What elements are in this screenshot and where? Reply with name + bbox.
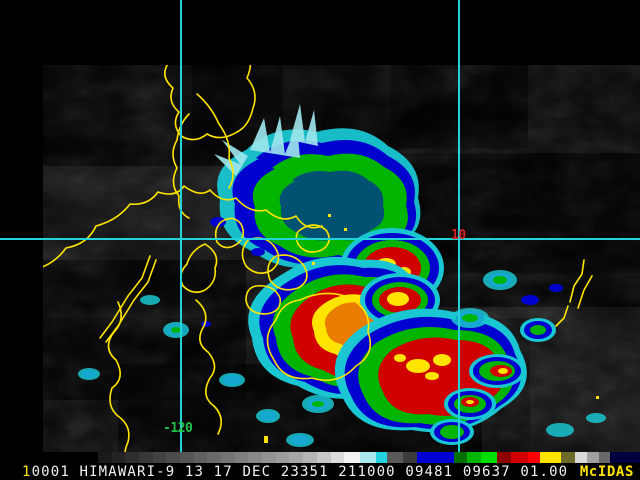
annotation-time-utc: 211000 — [338, 464, 396, 480]
colorbar-segment-cyan — [375, 452, 388, 463]
image-annotation-text: 10001 HIMAWARI-9 13 17 DEC 23351 211000 … — [22, 464, 568, 480]
colorbar-segment-gray-ramp — [344, 452, 360, 463]
colorbar-segment-gray-ramp — [97, 452, 112, 463]
grid-line-vertical-east — [458, 0, 460, 452]
convective-cell-small-c — [430, 419, 474, 445]
colorbar-segment-white-ramp — [598, 452, 611, 463]
annotation-line-coord: 09481 — [405, 464, 454, 480]
colorbar-segment-red-br — [528, 452, 540, 463]
annotation-day: 17 — [213, 464, 233, 480]
colorbar-segment-gray-ramp — [138, 452, 153, 463]
colorbar-segment-gray-ramp — [234, 452, 249, 463]
annotation-julian-date: 23351 — [280, 464, 329, 480]
convective-cell-small-a — [469, 354, 525, 388]
colorbar-segment-navy — [610, 452, 640, 463]
coastline-overlay — [43, 65, 593, 452]
annotation-bar: 10001 HIMAWARI-9 13 17 DEC 23351 211000 … — [0, 463, 640, 480]
grid-line-horizontal-10n — [0, 238, 640, 240]
convective-cell-small-b — [444, 388, 496, 420]
scattered-cells-core — [171, 276, 507, 407]
grid-label-longitude-120: -120 — [163, 421, 193, 436]
colorbar-segment-gray-ramp — [248, 452, 263, 463]
colorbar-segment-cyan-light — [359, 452, 376, 463]
colorbar-segment-gray-ramp — [316, 452, 331, 463]
annotation-band: 13 — [184, 464, 205, 480]
colorbar-segment-gray-dark — [402, 452, 417, 463]
cirrus-plume — [214, 104, 318, 176]
colorbar-segment-red-dark — [496, 452, 511, 463]
annotation-element-coord: 09637 — [462, 464, 511, 480]
colorbar-segment-white-ramp — [575, 452, 587, 463]
annotation-month: DEC — [242, 464, 272, 480]
colorbar-segment-black-0 — [0, 452, 98, 463]
colorbar-segment-gray-ramp — [179, 452, 194, 463]
colorbar-segment-yellow — [539, 452, 562, 463]
colorbar-segment-gray-dark — [387, 452, 403, 463]
colorbar-segment-green-br — [481, 452, 497, 463]
colorbar-segment-gray-ramp — [166, 452, 180, 463]
annotation-resolution: 01.00 — [520, 464, 569, 480]
colorbar-segment-red — [510, 452, 529, 463]
colorbar-segment-gray-ramp — [152, 452, 167, 463]
grid-line-vertical-120 — [180, 0, 182, 452]
colorbar-segment-gray-ramp — [289, 452, 304, 463]
colorbar-segment-gray-ramp — [275, 452, 290, 463]
colorbar-segment-white-ramp — [586, 452, 599, 463]
island-markers — [264, 214, 599, 443]
colorbar-segment-gray-ramp — [111, 452, 126, 463]
colorbar-segment-gray-ramp — [221, 452, 235, 463]
colorbar-segment-gray-ramp — [262, 452, 276, 463]
colorbar-segment-gray-ramp — [193, 452, 208, 463]
annotation-area-number: 0001 — [31, 464, 70, 480]
mcidas-product-label: McIDAS — [579, 464, 634, 480]
colorbar-segment-olive — [561, 452, 576, 463]
satellite-image-canvas[interactable]: -120 10 — [0, 0, 640, 452]
colorbar-segment-green — [467, 452, 482, 463]
colorbar-segment-green-dark — [453, 452, 468, 463]
enhancement-color-bar — [0, 452, 640, 463]
colorbar-segment-gray-ramp — [330, 452, 345, 463]
annotation-satellite: HIMAWARI-9 — [79, 464, 176, 480]
colorbar-segment-gray-ramp — [207, 452, 222, 463]
convective-cell-small-d — [520, 318, 556, 342]
colorbar-segment-blue — [416, 452, 454, 463]
annotation-prefix-digit: 1 — [22, 464, 32, 480]
grid-label-latitude-10: 10 — [451, 228, 466, 243]
satellite-infrared-raster — [43, 65, 640, 452]
colorbar-segment-gray-ramp — [303, 452, 317, 463]
colorbar-segment-gray-ramp — [125, 452, 139, 463]
